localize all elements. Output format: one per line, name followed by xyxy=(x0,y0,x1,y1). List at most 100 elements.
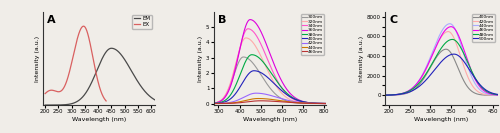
Line: 440nm: 440nm xyxy=(214,99,326,103)
360nm xyxy=(247,19,253,20)
340nm xyxy=(249,30,255,31)
Line: 340nm: 340nm xyxy=(214,29,326,103)
400nm xyxy=(226,99,232,101)
420nm xyxy=(494,94,500,96)
EM xyxy=(109,47,115,49)
420nm xyxy=(454,44,460,46)
460nm xyxy=(494,94,500,96)
300nm xyxy=(211,102,217,104)
380nm xyxy=(211,103,217,104)
500nm xyxy=(450,53,456,55)
360nm xyxy=(270,61,276,63)
460nm xyxy=(226,103,232,104)
440nm xyxy=(226,102,232,104)
320nm xyxy=(249,41,255,42)
320nm xyxy=(226,86,232,88)
Line: 420nm: 420nm xyxy=(214,93,326,103)
380nm xyxy=(230,90,236,92)
Line: 400nm: 400nm xyxy=(214,71,326,103)
460nm xyxy=(450,27,456,28)
440nm xyxy=(260,98,266,99)
Text: C: C xyxy=(390,15,398,25)
Line: 300nm: 300nm xyxy=(214,57,326,104)
Line: 460nm: 460nm xyxy=(385,27,498,95)
EX xyxy=(78,28,84,29)
400nm xyxy=(211,103,217,104)
EX xyxy=(83,28,89,30)
EM xyxy=(152,99,158,101)
440nm xyxy=(272,99,278,101)
EM xyxy=(126,65,132,67)
300nm xyxy=(230,77,236,78)
420nm xyxy=(389,94,395,96)
480nm xyxy=(454,41,460,43)
400nm xyxy=(389,94,395,96)
Y-axis label: Intensity (a.u.): Intensity (a.u.) xyxy=(198,36,203,82)
420nm xyxy=(230,101,236,103)
340nm xyxy=(211,102,217,104)
EX xyxy=(58,90,64,92)
440nm xyxy=(211,103,217,104)
420nm xyxy=(382,94,388,96)
340nm xyxy=(226,88,232,89)
400nm xyxy=(272,84,278,86)
420nm xyxy=(249,93,255,95)
480nm xyxy=(468,68,473,69)
Line: 400nm: 400nm xyxy=(385,49,498,95)
Y-axis label: Intensity (a.u.): Intensity (a.u.) xyxy=(34,36,40,82)
Line: 460nm: 460nm xyxy=(214,101,326,103)
420nm xyxy=(448,32,454,33)
Legend: EM, EX: EM, EX xyxy=(132,15,152,29)
Line: EM: EM xyxy=(45,48,155,105)
340nm xyxy=(270,72,276,73)
Line: 320nm: 320nm xyxy=(214,38,326,103)
480nm xyxy=(382,94,388,96)
360nm xyxy=(226,89,232,91)
420nm xyxy=(445,31,451,32)
300nm xyxy=(272,93,278,95)
420nm xyxy=(479,93,485,94)
X-axis label: Wavelength (nm): Wavelength (nm) xyxy=(72,117,126,122)
EM xyxy=(112,49,118,50)
340nm xyxy=(272,76,278,78)
440nm xyxy=(454,32,460,34)
480nm xyxy=(479,87,485,88)
320nm xyxy=(260,59,266,61)
360nm xyxy=(272,67,278,68)
440nm xyxy=(270,99,276,100)
440nm xyxy=(450,25,456,27)
500nm xyxy=(382,94,388,96)
EM xyxy=(137,84,143,86)
480nm xyxy=(450,39,456,40)
Line: 380nm: 380nm xyxy=(214,55,326,103)
480nm xyxy=(448,39,454,41)
320nm xyxy=(211,102,217,104)
440nm xyxy=(447,23,453,24)
EM xyxy=(106,48,112,50)
Line: 420nm: 420nm xyxy=(385,32,498,95)
300nm xyxy=(260,77,266,78)
380nm xyxy=(324,103,330,104)
Y-axis label: Intensity (a.u.): Intensity (a.u.) xyxy=(359,36,364,82)
440nm xyxy=(479,91,485,92)
380nm xyxy=(249,54,255,55)
EX xyxy=(70,57,75,59)
460nm xyxy=(448,26,454,28)
320nm xyxy=(324,103,330,104)
420nm xyxy=(324,103,330,104)
460nm xyxy=(211,103,217,104)
400nm xyxy=(230,96,236,97)
440nm xyxy=(249,98,255,100)
420nm xyxy=(270,95,276,97)
420nm xyxy=(468,82,473,83)
500nm xyxy=(451,53,457,55)
420nm xyxy=(253,92,259,94)
460nm xyxy=(324,103,330,104)
320nm xyxy=(270,80,276,82)
EX xyxy=(80,25,86,27)
320nm xyxy=(243,37,249,39)
380nm xyxy=(270,75,276,77)
Legend: 300nm, 320nm, 340nm, 360nm, 380nm, 400nm, 420nm, 440nm, 460nm: 300nm, 320nm, 340nm, 360nm, 380nm, 400nm… xyxy=(302,14,324,55)
380nm xyxy=(272,79,278,80)
400nm xyxy=(454,64,460,66)
